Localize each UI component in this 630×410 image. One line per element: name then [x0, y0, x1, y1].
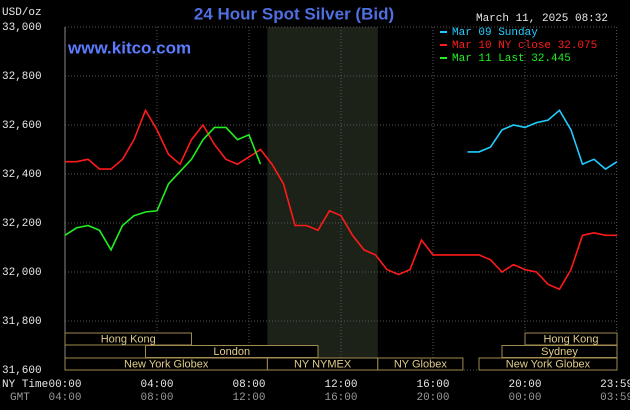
- legend-label: Mar 11 Last 32.445: [452, 53, 571, 65]
- series-line: [65, 108, 617, 291]
- session-box: [478, 357, 618, 371]
- watermark: www.kitco.com: [67, 38, 191, 57]
- x-tick-label: 08:00: [232, 379, 265, 391]
- timestamp: March 11, 2025 08:32: [476, 13, 608, 25]
- x2-tick-label: 16:00: [324, 392, 357, 404]
- x2-tick-label: 20:00: [416, 392, 449, 404]
- y-tick-label: 32,400: [2, 169, 42, 181]
- session-label: London: [213, 346, 250, 358]
- x-tick-label: 04:00: [140, 379, 173, 391]
- session-label: New York Globex: [506, 358, 591, 370]
- y-tick-label: 32,200: [2, 218, 42, 230]
- session-label: NY NYMEX: [294, 358, 352, 370]
- x-tick-label: 20:00: [508, 379, 541, 391]
- session-label: Hong Kong: [101, 333, 156, 345]
- session-label: Hong Kong: [543, 333, 598, 345]
- y-tick-label: 33,000: [2, 22, 42, 34]
- session-label: New York Globex: [124, 358, 209, 370]
- x-tick-label: 23:59: [600, 379, 630, 391]
- y-tick-label: 32,600: [2, 120, 42, 132]
- y-tick-label: 32,000: [2, 267, 42, 279]
- legend-label: Mar 09 Sunday: [452, 27, 538, 39]
- chart-title: 24 Hour Spot Silver (Bid): [194, 4, 394, 23]
- session-label: Sydney: [541, 346, 578, 358]
- y-axis-label: USD/oz: [2, 7, 42, 19]
- series-line: [467, 109, 618, 171]
- legend-label: Mar 10 NY close 32.075: [452, 40, 597, 52]
- x-axis-label: NY Time: [2, 379, 48, 391]
- session-box: [377, 357, 464, 371]
- session-box: [64, 332, 192, 346]
- session-shade: [267, 27, 378, 370]
- x2-tick-label: 00:00: [508, 392, 541, 404]
- x2-tick-label: 08:00: [140, 392, 173, 404]
- series-line: [64, 126, 262, 252]
- y-tick-label: 32,800: [2, 71, 42, 83]
- y-tick-label: 31,600: [2, 365, 42, 377]
- x2-axis-label: GMT: [10, 392, 30, 404]
- x-tick-label: 00:00: [48, 379, 81, 391]
- x-tick-label: 12:00: [324, 379, 357, 391]
- y-tick-label: 31,800: [2, 316, 42, 328]
- x2-tick-label: 04:00: [48, 392, 81, 404]
- x-tick-label: 16:00: [416, 379, 449, 391]
- x2-tick-label: 12:00: [232, 392, 265, 404]
- x2-tick-label: 03:59: [600, 392, 630, 404]
- session-label: NY Globex: [394, 358, 447, 370]
